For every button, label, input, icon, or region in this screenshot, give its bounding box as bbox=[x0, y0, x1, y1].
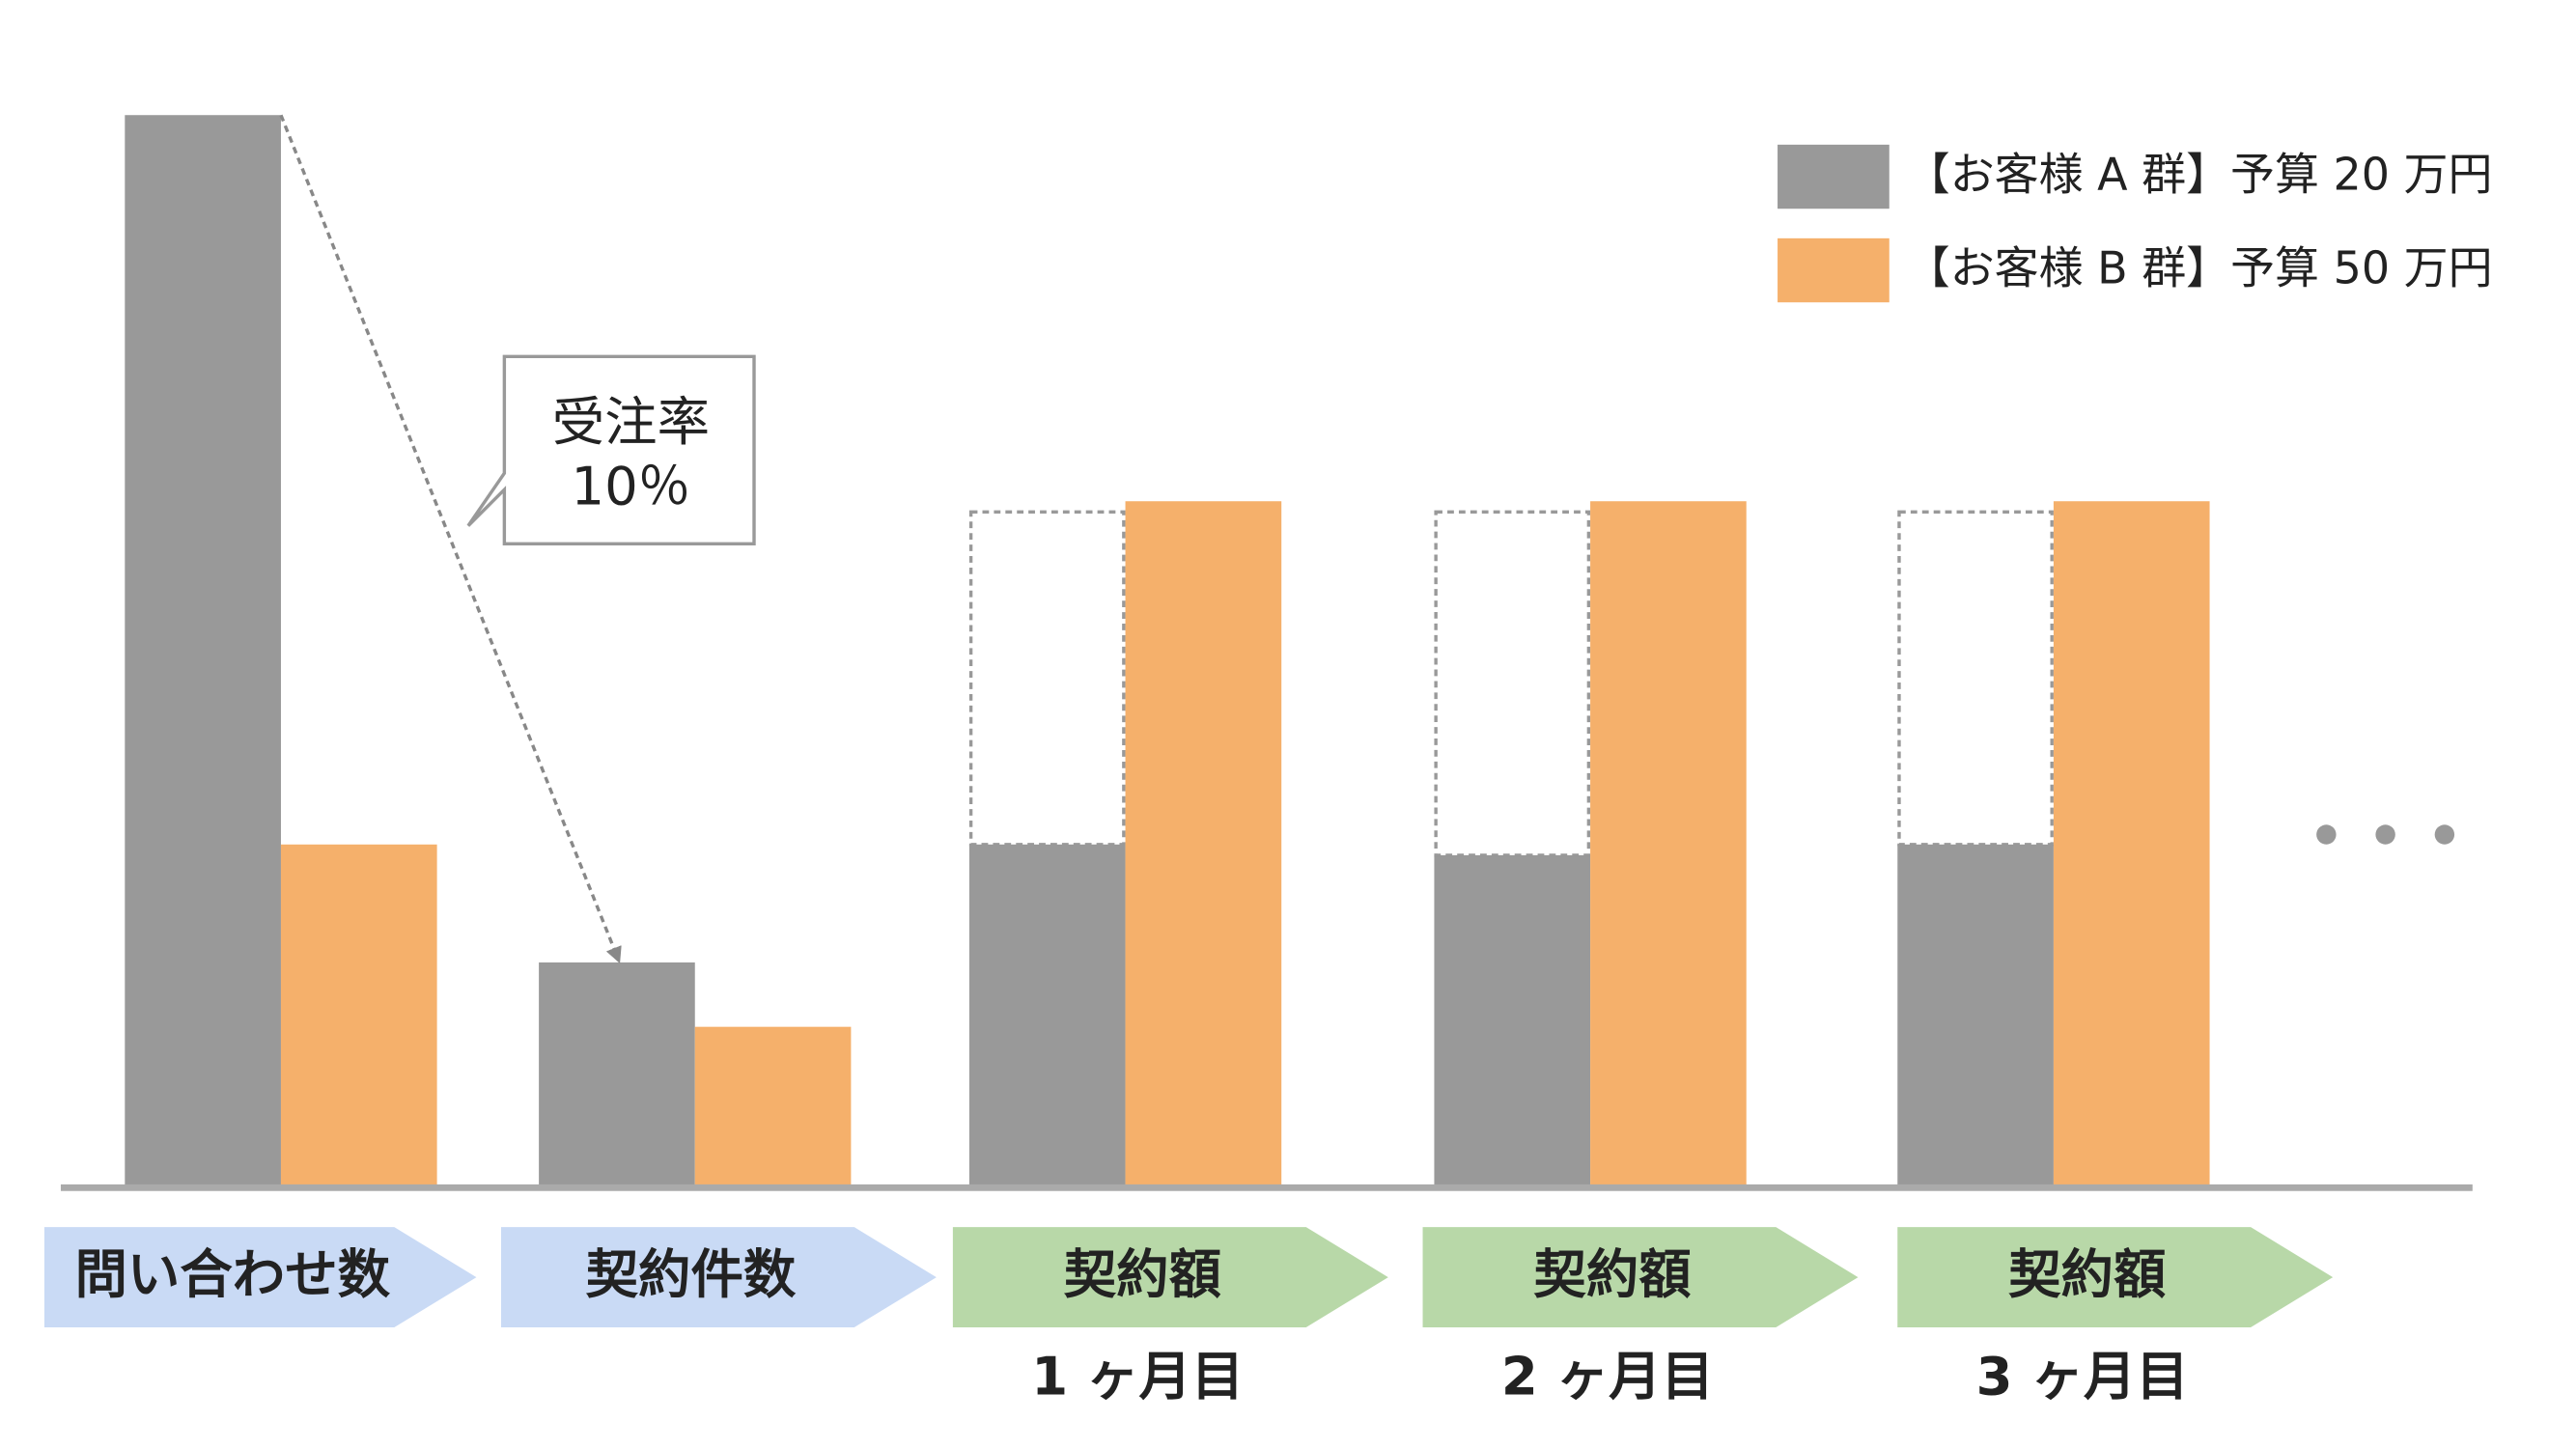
category-sublabel: 2 ヶ月目 bbox=[1501, 1346, 1714, 1407]
category-label: 契約額 bbox=[2008, 1243, 2166, 1305]
bar bbox=[1590, 501, 1747, 1188]
category-label: 契約額 bbox=[1064, 1243, 1221, 1305]
bar bbox=[1125, 501, 1282, 1188]
projected-outline bbox=[1434, 510, 1591, 857]
category-sublabel: 3 ヶ月目 bbox=[1976, 1346, 2189, 1407]
bar bbox=[694, 1026, 852, 1188]
bar bbox=[280, 844, 437, 1188]
bar bbox=[539, 962, 695, 1188]
category-arrow bbox=[952, 1227, 1388, 1327]
callout-box bbox=[466, 354, 756, 546]
annotation-arrow bbox=[279, 114, 622, 964]
legend-swatch bbox=[1778, 237, 1890, 303]
bar bbox=[968, 844, 1126, 1188]
legend-label: 【お客様 A 群】予算 20 万円 bbox=[1906, 148, 2493, 200]
category-sublabel: 1 ヶ月目 bbox=[1031, 1346, 1244, 1407]
category-arrow bbox=[1422, 1227, 1859, 1327]
projected-outline bbox=[1897, 510, 2054, 847]
bar bbox=[1434, 854, 1591, 1188]
callout-text: 受注率 bbox=[552, 391, 710, 453]
legend-swatch bbox=[1778, 144, 1890, 209]
bar bbox=[125, 115, 281, 1188]
category-arrow bbox=[1897, 1227, 2334, 1327]
legend-label: 【お客様 B 群】予算 50 万円 bbox=[1906, 241, 2493, 293]
category-arrow bbox=[500, 1227, 937, 1327]
ellipsis bbox=[2316, 824, 2455, 845]
category-arrow bbox=[43, 1227, 477, 1327]
bar bbox=[2053, 501, 2210, 1188]
projected-outline bbox=[968, 510, 1126, 847]
category-label: 契約件数 bbox=[586, 1243, 797, 1305]
category-label: 問い合わせ数 bbox=[74, 1243, 390, 1305]
bar bbox=[1897, 844, 2054, 1188]
category-label: 契約額 bbox=[1533, 1243, 1691, 1305]
callout-text: 10％ bbox=[572, 455, 691, 516]
